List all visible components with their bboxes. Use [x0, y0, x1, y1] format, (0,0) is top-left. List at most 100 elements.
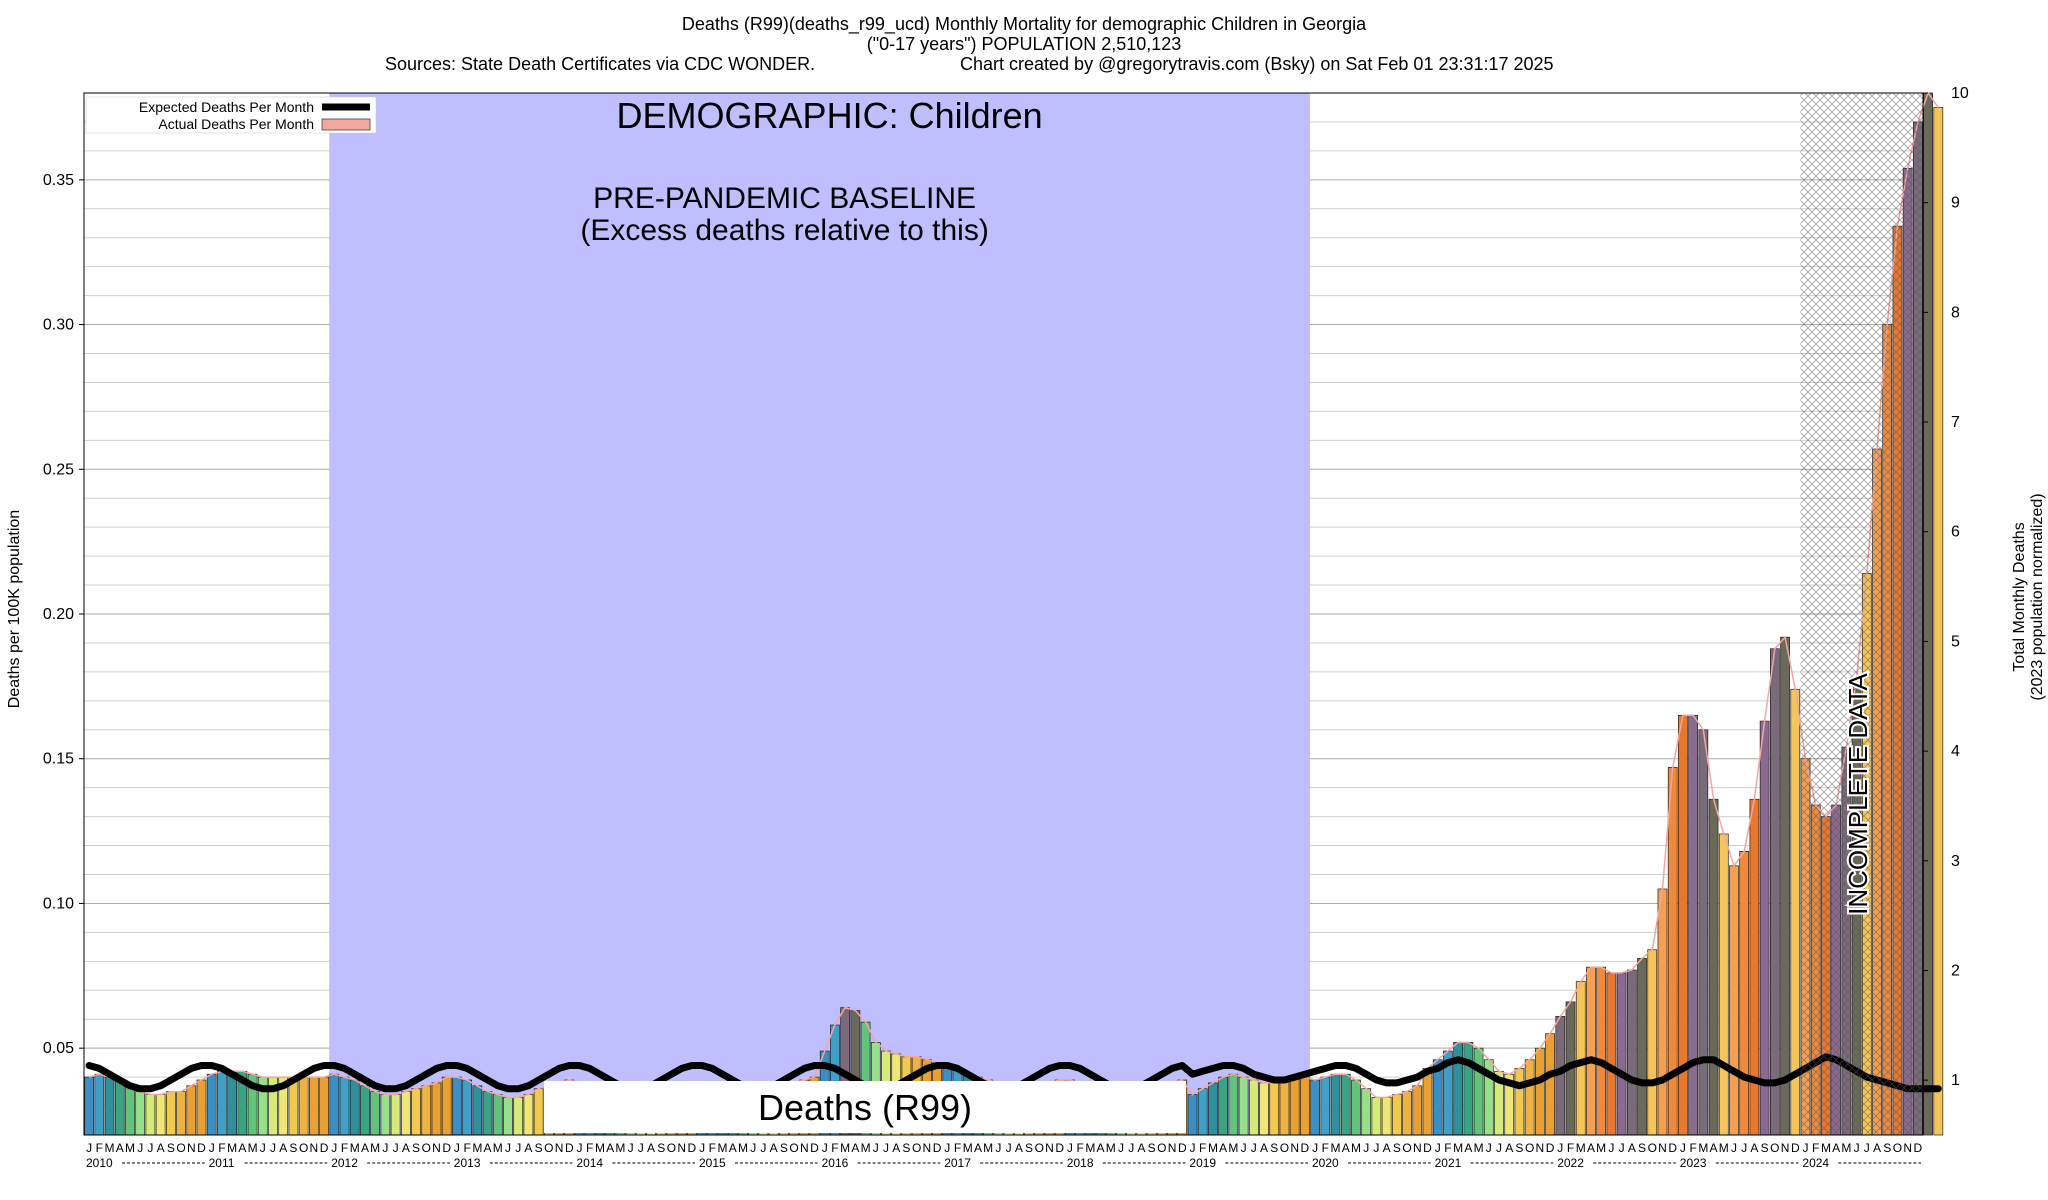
x-month-label: A — [1383, 1141, 1391, 1155]
x-month-label: O — [299, 1141, 308, 1155]
x-month-label: N — [1781, 1141, 1790, 1155]
x-month-label: J — [1803, 1141, 1809, 1155]
x-month-label: S — [902, 1141, 910, 1155]
x-month-label: J — [1118, 1141, 1124, 1155]
x-month-label: J — [873, 1141, 879, 1155]
x-month-label: A — [606, 1141, 614, 1155]
x-month-label: N — [432, 1141, 441, 1155]
x-month-label: S — [412, 1141, 420, 1155]
x-month-label: J — [1864, 1141, 1870, 1155]
x-month-label: M — [1821, 1141, 1831, 1155]
x-month-label: S — [167, 1141, 175, 1155]
data-bar — [1228, 1073, 1239, 1136]
x-month-label: J — [331, 1141, 337, 1155]
data-bar — [1197, 1088, 1208, 1136]
data-bar — [1310, 1079, 1320, 1136]
x-month-label: O — [544, 1141, 553, 1155]
y-tick-label: 0.30 — [43, 317, 74, 334]
x-month-label: F — [1567, 1141, 1574, 1155]
x-month-label: J — [1854, 1141, 1860, 1155]
demographic-label: DEMOGRAPHIC: Children — [617, 95, 1043, 136]
data-bar — [1616, 972, 1627, 1136]
x-month-label: D — [1791, 1141, 1800, 1155]
x-month-label: J — [760, 1141, 766, 1155]
x-year-label: 2013 — [454, 1156, 481, 1170]
x-month-label: N — [1045, 1141, 1054, 1155]
x-month-label: M — [1208, 1141, 1218, 1155]
data-bar — [1637, 958, 1647, 1136]
data-bar — [1923, 92, 1933, 1136]
data-bar — [441, 1076, 452, 1136]
x-month-label: M — [1085, 1141, 1095, 1155]
x-year-label: 2021 — [1435, 1156, 1462, 1170]
x-month-label: A — [1015, 1141, 1023, 1155]
x-month-label: M — [1106, 1141, 1116, 1155]
data-bar — [1300, 1076, 1310, 1136]
data-bar — [1647, 949, 1658, 1136]
data-bar — [176, 1091, 186, 1136]
data-bar — [523, 1094, 534, 1136]
x-month-label: M — [1698, 1141, 1708, 1155]
x-month-label: J — [1312, 1141, 1318, 1155]
data-bar — [165, 1091, 176, 1136]
x-year-label: 2011 — [209, 1156, 235, 1170]
x-month-label: F — [1812, 1141, 1819, 1155]
x-month-label: A — [1219, 1141, 1227, 1155]
x-month-label: J — [1557, 1141, 1563, 1155]
chart-sources: Sources: State Death Certificates via CD… — [385, 54, 816, 74]
x-month-label: O — [1280, 1141, 1289, 1155]
data-bar — [329, 1073, 340, 1136]
x-month-label: M — [227, 1141, 237, 1155]
x-month-label: A — [157, 1141, 165, 1155]
x-month-label: A — [402, 1141, 410, 1155]
x-month-label: J — [995, 1141, 1001, 1155]
x-month-label: N — [1903, 1141, 1912, 1155]
x-month-label: D — [197, 1141, 206, 1155]
x-month-label: A — [1464, 1141, 1472, 1155]
data-bar — [1780, 636, 1790, 1136]
x-month-label: J — [1251, 1141, 1257, 1155]
data-bar — [1749, 798, 1760, 1136]
x-month-label: J — [1373, 1141, 1379, 1155]
x-month-label: A — [1832, 1141, 1840, 1155]
data-bar — [84, 1076, 94, 1136]
y2-tick-label: 1 — [1951, 1072, 1960, 1089]
x-month-label: J — [1067, 1141, 1073, 1155]
data-bar — [492, 1094, 503, 1136]
data-bar — [1769, 648, 1780, 1136]
legend-actual-swatch — [321, 118, 371, 131]
chart-title: Deaths (R99)(deaths_r99_ucd) Monthly Mor… — [681, 14, 1367, 34]
x-month-label: J — [393, 1141, 399, 1155]
data-bar — [360, 1085, 370, 1136]
data-bar — [1238, 1076, 1249, 1136]
data-bar — [1269, 1082, 1280, 1136]
x-month-label: A — [1710, 1141, 1718, 1155]
x-month-label: F — [96, 1141, 103, 1155]
x-month-label: M — [615, 1141, 625, 1155]
x-year-label: 2010 — [86, 1156, 113, 1170]
x-month-label: M — [1228, 1141, 1238, 1155]
x-month-label: D — [320, 1141, 329, 1155]
x-month-label: F — [341, 1141, 348, 1155]
x-month-label: D — [1546, 1141, 1555, 1155]
x-month-label: J — [577, 1141, 583, 1155]
x-month-label: S — [1393, 1141, 1401, 1155]
x-month-label: J — [1006, 1141, 1012, 1155]
data-bar — [421, 1085, 432, 1136]
x-month-label: N — [555, 1141, 564, 1155]
data-bar — [145, 1094, 156, 1136]
x-month-label: A — [1097, 1141, 1105, 1155]
data-bar — [114, 1079, 125, 1136]
x-month-label: F — [1076, 1141, 1083, 1155]
data-bar — [125, 1085, 135, 1136]
y2-tick-label: 7 — [1951, 414, 1960, 431]
x-month-label: D — [933, 1141, 942, 1155]
x-year-label: 2019 — [1189, 1156, 1216, 1170]
x-month-label: D — [1055, 1141, 1064, 1155]
incomplete-data-region — [1800, 93, 1923, 1135]
x-month-label: J — [382, 1141, 388, 1155]
x-month-label: A — [851, 1141, 859, 1155]
x-month-label: S — [1270, 1141, 1278, 1155]
x-month-label: O — [789, 1141, 798, 1155]
data-bar — [1422, 1068, 1433, 1136]
